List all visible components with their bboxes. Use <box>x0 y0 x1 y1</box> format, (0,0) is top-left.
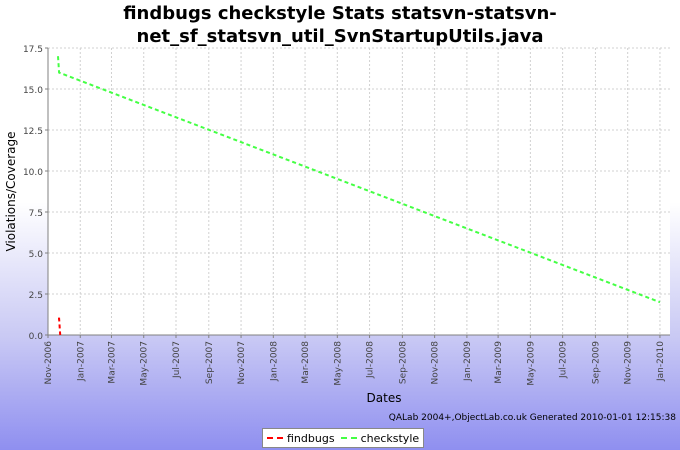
series-line-checkstyle <box>57 56 661 304</box>
y-tick-label: 0.0 <box>29 332 44 342</box>
legend-label-findbugs: findbugs <box>287 431 335 445</box>
x-tick-label: Jul-2008 <box>366 341 376 379</box>
y-axis-title: Violations/Coverage <box>4 131 18 251</box>
x-tick-label: Nov-2007 <box>237 341 247 384</box>
series-line-findbugs <box>58 317 62 336</box>
chart-title-line1: findbugs checkstyle Stats statsvn-statsv… <box>123 3 557 24</box>
x-tick-label: Nov-2006 <box>44 341 54 385</box>
x-tick-label: Nov-2008 <box>431 341 441 385</box>
chart-title-line2: net_sf_statsvn_util_SvnStartupUtils.java <box>136 26 544 47</box>
y-tick-label: 2.5 <box>29 291 43 301</box>
legend-item-findbugs: findbugs <box>267 432 335 445</box>
x-tick-label: May-2008 <box>333 341 343 386</box>
x-tick-label: Mar-2009 <box>494 341 504 384</box>
x-tick-label: Mar-2008 <box>301 341 311 384</box>
chart-legend: findbugs checkstyle <box>262 428 425 448</box>
x-tick-label: May-2009 <box>526 341 536 386</box>
x-tick-label: Jul-2009 <box>559 341 569 379</box>
generator-credit: QALab 2004+,ObjectLab.co.uk Generated 20… <box>388 413 676 423</box>
x-axis-title: Dates <box>367 391 402 405</box>
x-tick-label: Jan-2007 <box>76 341 86 382</box>
x-tick-label: Sep-2009 <box>591 341 601 384</box>
legend-label-checkstyle: checkstyle <box>360 431 420 445</box>
legend-swatch-checkstyle <box>340 437 357 439</box>
x-tick-label: Jan-2009 <box>463 341 473 382</box>
y-tick-label: 5.0 <box>29 250 44 260</box>
y-tick-label: 10.0 <box>23 168 43 178</box>
y-tick-label: 15.0 <box>23 86 43 96</box>
y-tick-label: 7.5 <box>29 209 43 219</box>
y-tick-label: 17.5 <box>23 45 43 55</box>
x-tick-label: Nov-2009 <box>624 341 634 385</box>
x-tick-label: Jan-2010 <box>656 341 666 382</box>
x-tick-label: Jan-2008 <box>269 341 279 382</box>
x-tick-label: Sep-2008 <box>398 341 408 384</box>
x-tick-label: Sep-2007 <box>205 341 215 384</box>
x-tick-label: May-2007 <box>140 341 150 386</box>
legend-swatch-findbugs <box>267 437 283 439</box>
plot-area <box>48 48 670 335</box>
x-tick-label: Jul-2007 <box>172 341 182 379</box>
y-tick-label: 12.5 <box>23 127 43 137</box>
legend-item-checkstyle: checkstyle <box>340 431 420 445</box>
x-tick-label: Mar-2007 <box>107 341 117 384</box>
